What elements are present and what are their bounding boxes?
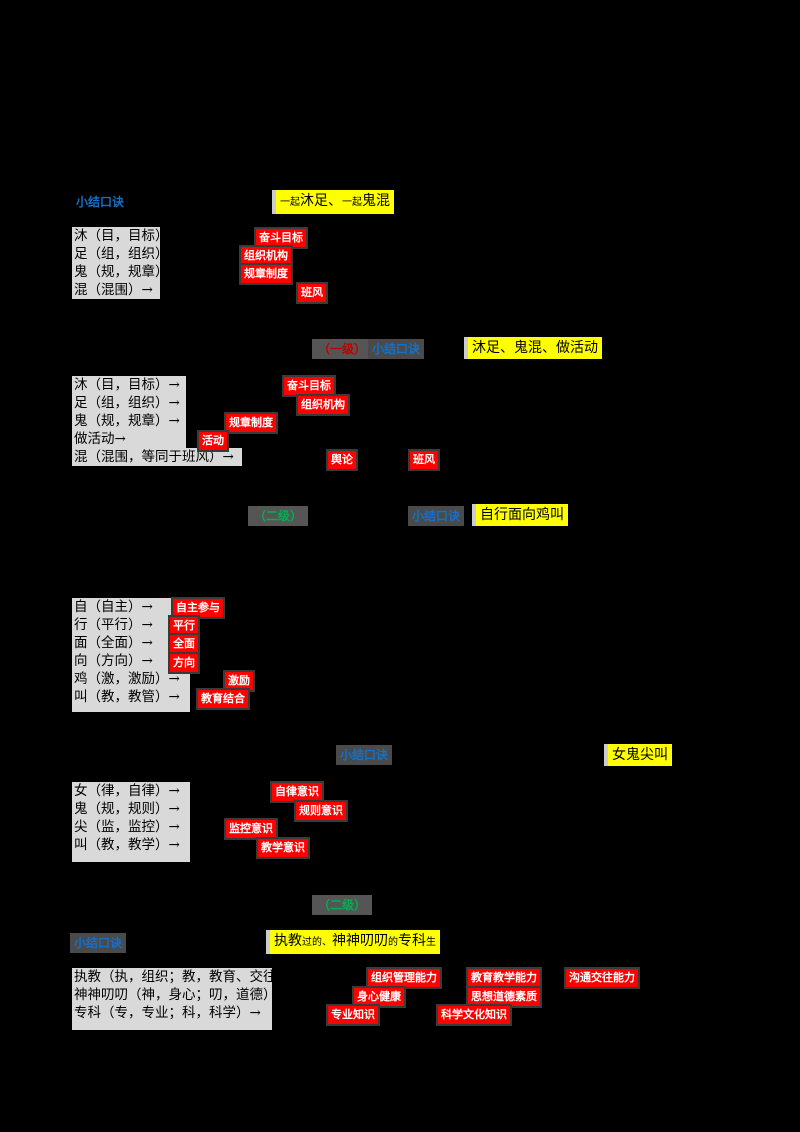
- level-label: （二级）: [248, 506, 309, 526]
- key-row: 鬼（规，规则）→: [74, 801, 180, 817]
- mnemonic-small: 的: [388, 937, 398, 948]
- key-row: 鬼（规，规章）→: [74, 264, 180, 280]
- level-label: （二级）: [312, 895, 373, 915]
- level-label: （一级）: [312, 339, 373, 359]
- mnemonic-small: 生: [426, 937, 436, 948]
- key-row: 神神叨叨（神，身心；叨，道德）→: [74, 987, 288, 1003]
- key-row: 叫（教，教学）→: [74, 837, 180, 853]
- key-row: 向（方向）→: [74, 653, 153, 669]
- answer-tag: 方向: [170, 654, 198, 672]
- summary-tag: 小结口诀: [76, 195, 125, 209]
- answer-tag: 教育结合: [198, 690, 248, 708]
- key-row: 足（组，组织）→: [74, 246, 180, 262]
- mnemonic-key-list: 沐（目，目标）→ 足（组，组织）→ 鬼（规，规章）→ 做活动→ 混（混围，等同于…: [72, 376, 242, 466]
- answer-tag: 组织管理能力: [368, 969, 440, 987]
- key-row: 做活动→: [74, 431, 126, 447]
- answer-tag: 规章制度: [226, 414, 276, 432]
- summary-tag: 小结口诀: [408, 506, 465, 526]
- mnemonic-word: 沐足、: [300, 193, 342, 209]
- mnemonic-small: 一起: [342, 197, 362, 208]
- key-row: 鬼（规，规章）→: [74, 413, 180, 429]
- key-row: 混（混围）→: [74, 282, 153, 298]
- key-row: 鸡（激，激励）→: [74, 671, 180, 687]
- mnemonic-highlight: 一起沐足、一起鬼混: [272, 190, 394, 214]
- answer-tag: 教学意识: [258, 839, 308, 857]
- summary-tag: 小结口诀: [368, 339, 425, 359]
- key-row: 女（律，自律）→: [74, 783, 180, 799]
- key-row: 叫（教，教管）→: [74, 689, 180, 705]
- mnemonic-highlight: 女鬼尖叫: [604, 744, 672, 766]
- answer-tag: 规章制度: [241, 265, 291, 283]
- answer-tag: 教育教学能力: [468, 969, 540, 987]
- answer-tag: 激励: [225, 672, 253, 690]
- key-row: 混（混围，等同于班风）→: [74, 448, 242, 466]
- mnemonic-key-list: 女（律，自律）→ 鬼（规，规则）→ 尖（监，监控）→ 叫（教，教学）→: [72, 782, 190, 862]
- summary-tag: 小结口诀: [70, 933, 127, 953]
- answer-tag: 奋斗目标: [284, 377, 334, 395]
- key-row: 执教（执，组织；教，教育、交往）→: [74, 969, 302, 985]
- mnemonic-highlight: 执教过的、神神叨叨的专科生: [266, 930, 440, 954]
- answer-tag: 规则意识: [296, 802, 346, 820]
- answer-tag: 班风: [410, 451, 438, 469]
- mnemonic-word: 执教: [274, 933, 302, 949]
- mnemonic-key-list: 沐（目，目标）→ 足（组，组织）→ 鬼（规，规章）→ 混（混围）→: [72, 227, 180, 299]
- answer-tag: 奋斗目标: [256, 229, 306, 247]
- answer-tag: 思想道德素质: [468, 988, 540, 1006]
- answer-tag: 监控意识: [226, 820, 276, 838]
- answer-tag: 身心健康: [354, 988, 404, 1006]
- mnemonic-key-list: 执教（执，组织；教，教育、交往）→ 神神叨叨（神，身心；叨，道德）→ 专科（专，…: [72, 968, 302, 1030]
- answer-tag: 全面: [170, 635, 198, 653]
- key-row: 足（组，组织）→: [74, 395, 180, 411]
- answer-tag: 活动: [199, 432, 227, 450]
- key-row: 沐（目，目标）→: [74, 228, 180, 244]
- answer-tag: 班风: [298, 284, 326, 302]
- key-row: 行（平行）→: [74, 617, 153, 633]
- answer-tag: 平行: [170, 617, 198, 635]
- answer-tag: 沟通交往能力: [566, 969, 638, 987]
- answer-tag: 组织机构: [298, 396, 348, 414]
- answer-tag: 专业知识: [328, 1006, 378, 1024]
- summary-tag: 小结口诀: [336, 745, 393, 765]
- mnemonic-highlight: 自行面向鸡叫: [472, 504, 568, 526]
- answer-tag: 科学文化知识: [438, 1006, 510, 1024]
- key-row: 面（全面）→: [74, 635, 153, 651]
- key-row: 专科（专，专业；科，科学）→: [74, 1005, 261, 1021]
- answer-tag: 舆论: [328, 451, 356, 469]
- mnemonic-word: 专科: [398, 933, 426, 949]
- answer-tag: 自主参与: [173, 599, 223, 617]
- mnemonic-word: 神神叨叨: [332, 933, 388, 949]
- key-row: 自（自主）→: [74, 599, 153, 615]
- mnemonic-word: 鬼混: [362, 193, 390, 209]
- mnemonic-small: 过的、: [302, 937, 332, 948]
- answer-tag: 自律意识: [272, 783, 322, 801]
- mnemonic-small: 一起: [280, 197, 300, 208]
- answer-tag: 组织机构: [241, 247, 291, 265]
- key-row: 沐（目，目标）→: [74, 377, 180, 393]
- key-row: 尖（监，监控）→: [74, 819, 180, 835]
- mnemonic-highlight: 沐足、鬼混、做活动: [464, 337, 602, 359]
